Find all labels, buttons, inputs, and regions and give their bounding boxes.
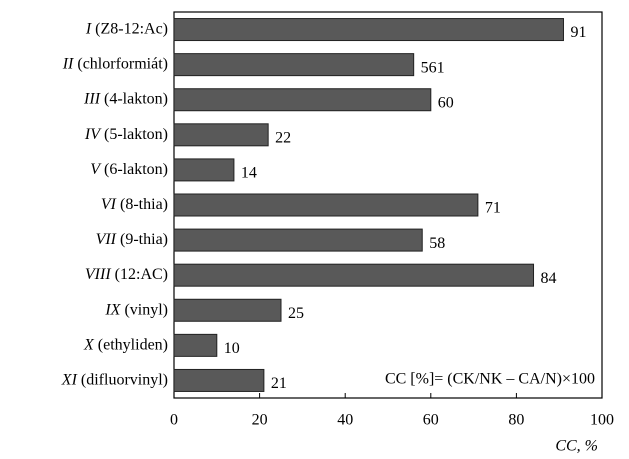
y-tick-label: II (chlorformiát) xyxy=(62,55,168,72)
value-label: 91 xyxy=(570,24,586,41)
footnote-mark: 1 xyxy=(437,59,445,76)
y-tick-label: IV (5-lakton) xyxy=(84,125,168,142)
y-tick-label: X (ethyliden) xyxy=(83,336,168,353)
bar xyxy=(173,368,265,392)
y-tick-label: V (6-lakton) xyxy=(90,161,168,178)
x-tick-label: 60 xyxy=(423,412,439,429)
bar xyxy=(173,298,282,322)
x-tick-label: 40 xyxy=(337,412,353,429)
bar xyxy=(173,123,269,147)
value-label: 25 xyxy=(288,305,304,322)
x-tick-label: 0 xyxy=(170,412,178,429)
annotation: CC [%]= (CK/NK – CA/N)×100 xyxy=(385,371,595,388)
x-tick-label: 100 xyxy=(590,412,614,429)
bar xyxy=(173,193,479,217)
value-label: 71 xyxy=(485,200,501,217)
bar xyxy=(173,228,423,252)
value-label: 60 xyxy=(438,94,454,111)
y-tick-label: III (4-lakton) xyxy=(83,90,168,107)
value-label: 56 xyxy=(421,59,437,76)
bar xyxy=(173,333,218,357)
y-tick-label: IX (vinyl) xyxy=(104,301,168,318)
y-tick-label: I (Z8-12:Ac) xyxy=(85,20,168,37)
y-tick-label: VII (9-thia) xyxy=(96,231,168,248)
value-label: 58 xyxy=(429,235,445,252)
bar xyxy=(173,263,535,287)
bar xyxy=(173,18,564,42)
y-tick-label: VIII (12:AC) xyxy=(85,266,168,283)
value-label: 21 xyxy=(271,375,287,392)
bar xyxy=(173,88,432,112)
x-tick-label: 20 xyxy=(252,412,268,429)
value-label: 14 xyxy=(241,165,257,182)
y-tick-label: VI (8-thia) xyxy=(101,196,168,213)
x-axis-label: CC, % xyxy=(555,438,598,455)
bar xyxy=(173,158,235,182)
x-tick-label: 80 xyxy=(508,412,524,429)
value-label: 10 xyxy=(224,340,240,357)
value-label: 22 xyxy=(275,129,291,146)
value-label: 84 xyxy=(541,270,557,287)
bar xyxy=(173,53,415,77)
y-tick-label: XI (difluorvinyl) xyxy=(61,371,168,388)
